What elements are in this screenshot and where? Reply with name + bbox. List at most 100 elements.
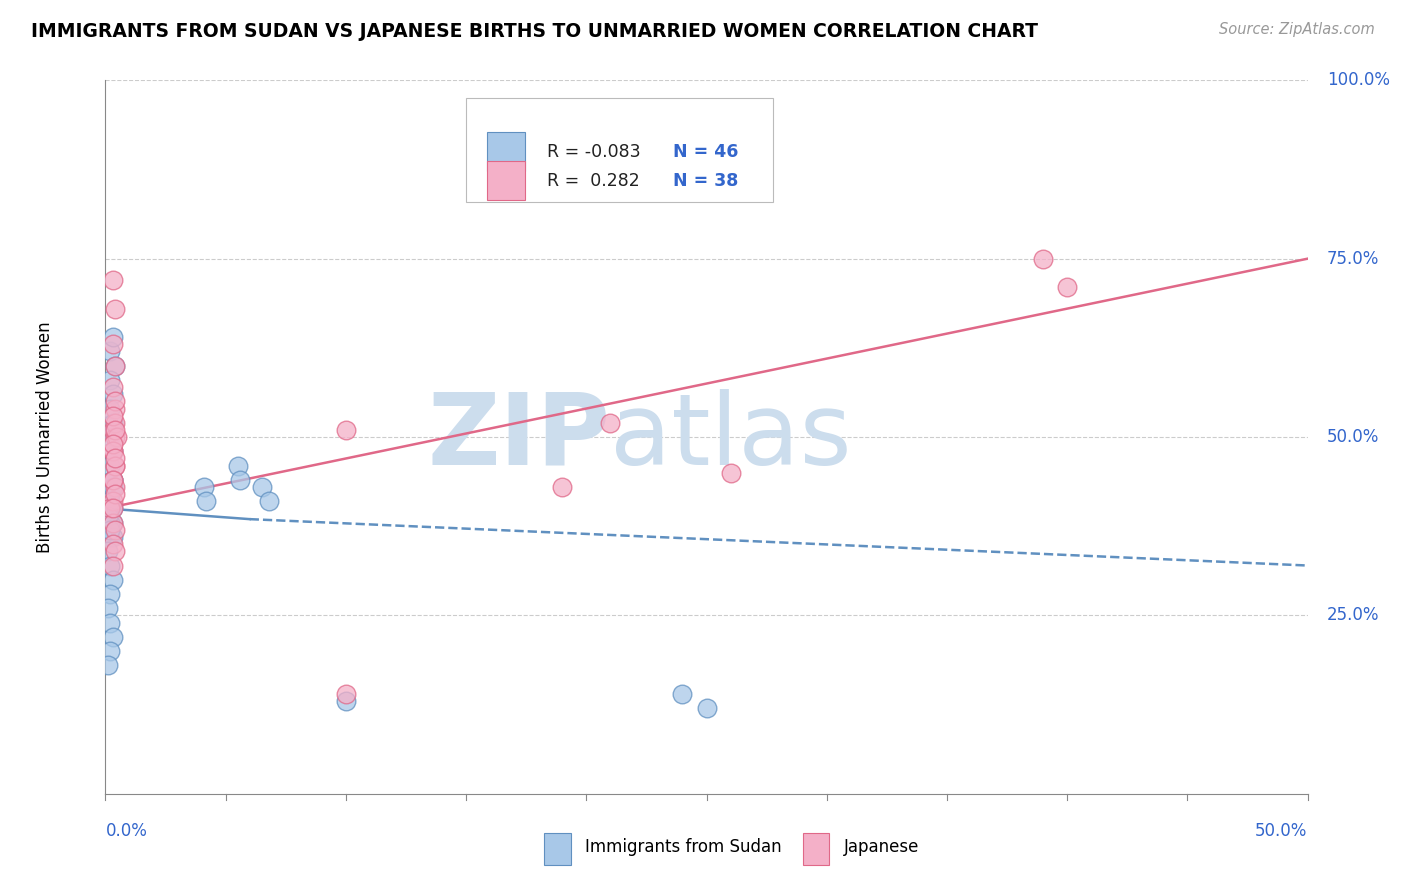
Point — [98, 494, 121, 508]
Point — [101, 516, 124, 530]
Point — [101, 516, 124, 530]
Point — [104, 394, 127, 409]
Point — [101, 573, 124, 587]
Text: N = 38: N = 38 — [673, 171, 738, 190]
Point — [195, 494, 218, 508]
Point — [104, 416, 127, 430]
Point — [97, 544, 120, 558]
Point — [104, 430, 127, 444]
Text: IMMIGRANTS FROM SUDAN VS JAPANESE BIRTHS TO UNMARRIED WOMEN CORRELATION CHART: IMMIGRANTS FROM SUDAN VS JAPANESE BIRTHS… — [31, 22, 1038, 41]
Point — [104, 401, 127, 416]
Point — [101, 473, 124, 487]
Point — [98, 523, 121, 537]
Point — [193, 480, 215, 494]
Text: Japanese: Japanese — [844, 838, 920, 856]
Text: 50.0%: 50.0% — [1327, 428, 1379, 446]
Point — [101, 537, 124, 551]
Point — [101, 330, 124, 344]
Text: 75.0%: 75.0% — [1327, 250, 1379, 268]
Text: 25.0%: 25.0% — [1327, 607, 1379, 624]
Text: atlas: atlas — [610, 389, 852, 485]
Point — [98, 516, 121, 530]
Point — [101, 530, 124, 544]
Text: Source: ZipAtlas.com: Source: ZipAtlas.com — [1219, 22, 1375, 37]
Point — [101, 416, 124, 430]
FancyBboxPatch shape — [465, 98, 773, 202]
Point — [101, 380, 124, 394]
Point — [98, 487, 121, 501]
Text: N = 46: N = 46 — [673, 143, 738, 161]
Point — [101, 501, 124, 516]
Point — [97, 501, 120, 516]
Point — [101, 501, 124, 516]
Point — [98, 344, 121, 359]
Point — [335, 423, 357, 437]
Point — [98, 501, 121, 516]
Text: Immigrants from Sudan: Immigrants from Sudan — [585, 838, 782, 856]
Point — [671, 687, 693, 701]
Point — [104, 359, 127, 373]
Text: R = -0.083: R = -0.083 — [547, 143, 640, 161]
Point — [98, 516, 121, 530]
Point — [101, 423, 124, 437]
Point — [98, 487, 121, 501]
FancyBboxPatch shape — [486, 132, 524, 171]
Point — [104, 458, 127, 473]
FancyBboxPatch shape — [544, 833, 571, 865]
Text: 100.0%: 100.0% — [1327, 71, 1389, 89]
Text: 50.0%: 50.0% — [1256, 822, 1308, 840]
Point — [551, 480, 574, 494]
Text: R =  0.282: R = 0.282 — [547, 171, 640, 190]
Point — [104, 480, 127, 494]
Point — [98, 373, 121, 387]
Point — [98, 401, 121, 416]
Point — [101, 444, 124, 458]
Point — [104, 487, 127, 501]
Point — [98, 558, 121, 573]
Point — [257, 494, 280, 508]
Point — [101, 444, 124, 458]
Point — [101, 437, 124, 451]
Point — [101, 630, 124, 644]
Point — [101, 480, 124, 494]
Point — [101, 337, 124, 351]
Point — [98, 587, 121, 601]
Point — [101, 409, 124, 423]
Point — [98, 644, 121, 658]
Point — [104, 451, 127, 466]
Point — [97, 601, 120, 615]
Point — [101, 387, 124, 401]
Point — [107, 430, 129, 444]
Point — [101, 473, 124, 487]
Point — [101, 444, 124, 458]
Point — [101, 273, 124, 287]
Point — [104, 523, 127, 537]
Point — [98, 615, 121, 630]
Point — [696, 701, 718, 715]
Text: Births to Unmarried Women: Births to Unmarried Women — [37, 321, 55, 553]
Point — [226, 458, 249, 473]
Point — [97, 487, 120, 501]
Point — [98, 501, 121, 516]
Point — [104, 423, 127, 437]
Point — [599, 416, 621, 430]
Point — [101, 558, 124, 573]
FancyBboxPatch shape — [486, 161, 524, 201]
Point — [97, 658, 120, 673]
Point — [104, 359, 127, 373]
Text: ZIP: ZIP — [427, 389, 610, 485]
Point — [104, 458, 127, 473]
Point — [1032, 252, 1054, 266]
Text: 0.0%: 0.0% — [105, 822, 148, 840]
Point — [101, 494, 124, 508]
Point — [720, 466, 742, 480]
Point — [101, 473, 124, 487]
Point — [98, 494, 121, 508]
Point — [335, 694, 357, 708]
Point — [335, 687, 357, 701]
FancyBboxPatch shape — [803, 833, 830, 865]
Point — [104, 544, 127, 558]
Point — [97, 508, 120, 523]
Point — [98, 430, 121, 444]
Point — [104, 301, 127, 316]
